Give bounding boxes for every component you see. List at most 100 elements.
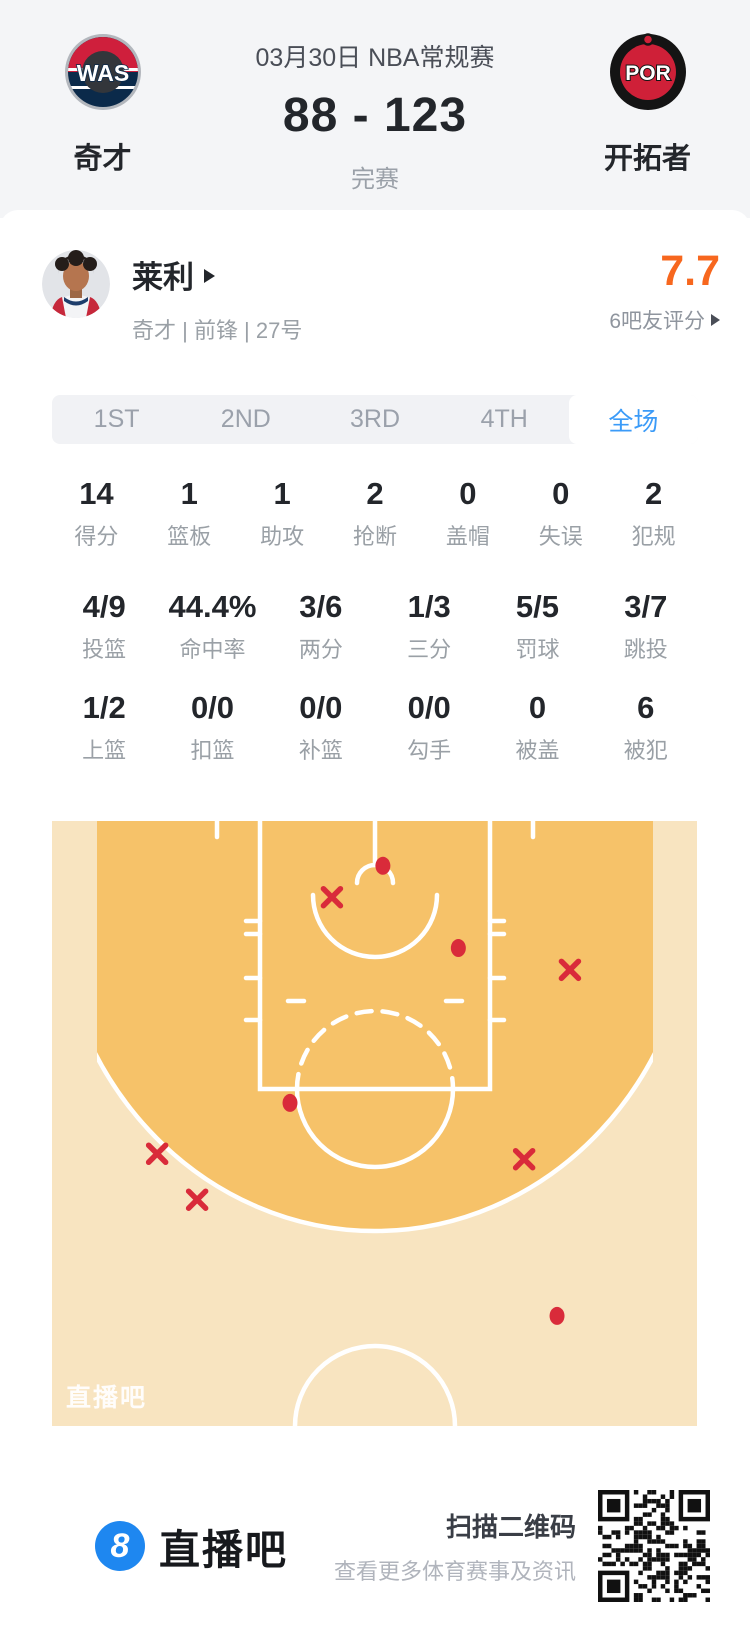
shot-made-marker — [282, 1093, 298, 1112]
player-stats-card: 莱利 奇才 | 前锋 | 27号 7.7 6吧友评分 1ST 2ND 3RD 4TH 全… — [0, 210, 750, 1426]
stat-label: 助攻 — [260, 524, 305, 549]
tab-1ST[interactable]: 1ST — [93, 405, 140, 433]
stat-label: 犯规 — [631, 524, 676, 549]
stat-cell-盖帽: 0 盖帽 — [421, 478, 514, 551]
rim-arc — [354, 862, 396, 886]
shot-made-marker — [549, 1306, 565, 1325]
tab-4TH[interactable]: 4TH — [480, 405, 528, 433]
stat-label: 命中率 — [179, 637, 246, 662]
was-team-logo: WAS — [64, 34, 141, 110]
stat-value: 5/5 — [515, 589, 560, 624]
restricted-area-arc — [310, 892, 440, 960]
team-away[interactable]: POR 开拓者 — [545, 33, 750, 177]
scan-block: 扫描二维码 查看更多体育赛事及资讯 — [334, 1507, 576, 1586]
stat-cell-罚球: 5/5 罚球 — [483, 591, 591, 664]
match-summary: 03月30日 NBA常规赛 88 - 123 完赛 — [205, 33, 545, 194]
stat-label: 上篮 — [82, 738, 127, 763]
tab-3RD[interactable]: 3RD — [350, 405, 401, 433]
stat-value: 3/6 — [299, 589, 343, 624]
home-team-name: 奇才 — [73, 143, 132, 175]
stat-cell-勾手: 0/0 勾手 — [375, 692, 483, 765]
stat-value: 1/2 — [82, 690, 126, 725]
stat-label: 被盖 — [515, 738, 560, 763]
three-point-line — [97, 1051, 653, 1234]
stat-cell-得分: 14 得分 — [50, 478, 143, 551]
rating-box[interactable]: 7.7 6吧友评分 — [609, 250, 720, 335]
lane-hashes-right — [487, 918, 507, 1023]
rating-label: 6吧友评分 — [609, 310, 705, 333]
por-team-logo: POR — [609, 33, 686, 110]
stat-cell-补篮: 0/0 补篮 — [267, 692, 375, 765]
stat-value: 14 — [79, 476, 114, 511]
tab-2ND[interactable]: 2ND — [220, 405, 271, 433]
stat-cell-篮板: 1 篮板 — [143, 478, 236, 551]
shot-made-marker — [450, 939, 466, 958]
shot-chart-court — [52, 821, 697, 1426]
qr-code — [598, 1490, 710, 1602]
shot-missed-marker — [558, 958, 582, 982]
court-lines — [97, 821, 653, 1426]
player-detail-arrow-icon[interactable] — [204, 269, 215, 283]
stat-cell-被犯: 6 被犯 — [592, 692, 700, 765]
match-score: 88 - 123 — [282, 89, 468, 142]
stat-label: 罚球 — [515, 637, 560, 662]
stat-cell-犯规: 2 犯规 — [607, 478, 700, 551]
shot-missed-marker — [145, 1142, 169, 1165]
court-watermark: 直播吧 — [66, 1384, 148, 1412]
stat-label: 投篮 — [82, 637, 127, 662]
brand-group: 8 直播吧 — [95, 1516, 288, 1576]
shot-missed-marker — [512, 1147, 536, 1171]
app-footer: 8 直播吧 扫描二维码 查看更多体育赛事及资讯 — [0, 1490, 750, 1602]
stat-value: 3/7 — [624, 589, 668, 624]
por-logo-text: POR — [625, 62, 671, 85]
team-home[interactable]: WAS 奇才 — [0, 33, 205, 177]
stat-cell-助攻: 1 助攻 — [236, 478, 329, 551]
stat-cell-三分: 1/3 三分 — [375, 591, 483, 664]
free-throw-circle-bottom — [294, 1086, 456, 1170]
shot-chart: 直播吧 — [52, 821, 697, 1426]
shot-missed-marker — [320, 885, 344, 909]
stat-value: 1/3 — [407, 589, 451, 624]
stat-label: 抢断 — [353, 524, 398, 549]
stat-cell-跳投: 3/7 跳投 — [592, 591, 700, 664]
stat-cell-上篮: 1/2 上篮 — [50, 692, 158, 765]
scan-title: 扫描二维码 — [445, 1511, 576, 1542]
match-date: 03月30日 NBA常规赛 — [255, 44, 495, 72]
stat-row: 4/9 投篮 44.4% 命中率 3/6 两分 1/3 三分 5/5 罚球 3/7 跳投 — [50, 591, 700, 664]
shot-made-marker — [375, 856, 391, 875]
player-header-row[interactable]: 莱利 奇才 | 前锋 | 27号 7.7 6吧友评分 — [0, 210, 750, 345]
stat-value: 6 — [637, 690, 655, 725]
stat-label: 跳投 — [623, 637, 668, 662]
stat-value: 44.4% — [168, 589, 257, 624]
stat-cell-扣篮: 0/0 扣篮 — [158, 692, 266, 765]
stat-cell-失误: 0 失误 — [514, 478, 607, 551]
stat-label: 得分 — [74, 524, 119, 549]
key-lane — [257, 821, 493, 1092]
stat-label: 补篮 — [298, 738, 343, 763]
zhibo8-logo-icon: 8 — [95, 1521, 145, 1571]
rating-value: 7.7 — [660, 247, 720, 295]
player-avatar-image — [42, 250, 110, 318]
stat-cell-命中率: 44.4% 命中率 — [158, 591, 266, 664]
stat-value: 0/0 — [407, 690, 451, 725]
was-logo-text: WAS — [76, 60, 128, 86]
scan-subtitle: 查看更多体育赛事及资讯 — [333, 1558, 576, 1584]
free-throw-circle-top — [294, 1008, 456, 1092]
stat-cell-投篮: 4/9 投篮 — [50, 591, 158, 664]
stat-value: 0 — [552, 476, 570, 511]
stat-value: 1 — [180, 476, 198, 511]
stat-value: 0/0 — [299, 690, 343, 725]
center-circle-arc — [292, 1343, 458, 1426]
shot-missed-marker — [185, 1188, 209, 1211]
stat-label: 勾手 — [407, 738, 452, 763]
match-header: WAS 奇才 03月30日 NBA常规赛 88 - 123 完赛 POR 开拓者 — [0, 0, 750, 218]
rating-arrow-icon — [711, 314, 720, 326]
player-name: 莱利 — [132, 260, 194, 295]
away-team-name: 开拓者 — [603, 143, 691, 175]
stat-cell-被盖: 0 被盖 — [483, 692, 591, 765]
stat-cell-抢断: 2 抢断 — [329, 478, 422, 551]
match-status: 完赛 — [351, 166, 399, 193]
stat-value: 0/0 — [190, 690, 235, 725]
lane-hashes-left — [243, 918, 263, 1023]
tab-全场[interactable]: 全场 — [568, 395, 699, 444]
